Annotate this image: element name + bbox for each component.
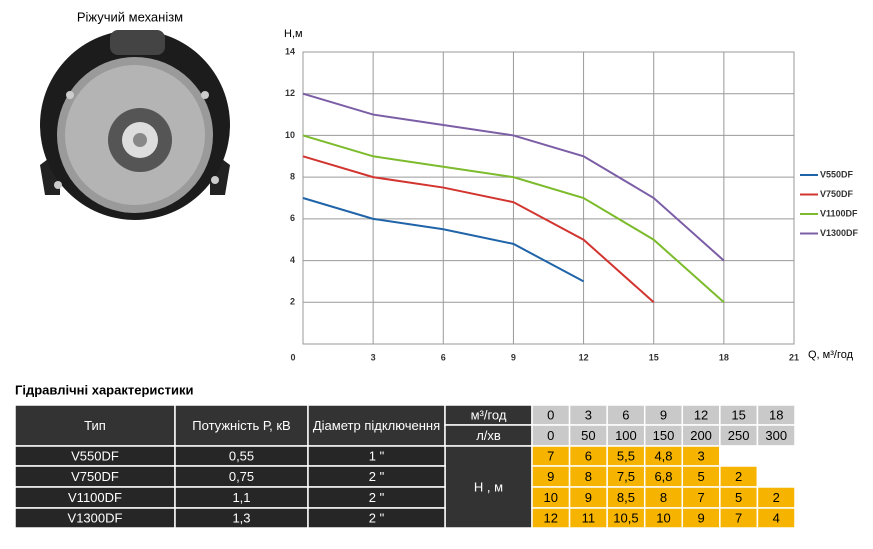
flow-cell: 3 (585, 407, 592, 422)
table-cell (756, 465, 796, 488)
row-cell: 2 " (369, 469, 385, 484)
head-cell: 4 (773, 510, 780, 525)
x-axis-label: Q, м³/год (808, 349, 854, 361)
x-tick-label: 3 (371, 352, 376, 362)
head-cell: 5,5 (617, 448, 635, 463)
row-cell: 2 " (369, 490, 385, 505)
series-line (302, 197, 585, 283)
head-cell: 10 (544, 490, 558, 505)
head-cell: 9 (697, 510, 704, 525)
head-cell: 6 (585, 448, 592, 463)
flow-cell: 0 (547, 428, 554, 443)
head-cell: 6,8 (654, 469, 672, 484)
head-cell: 12 (544, 510, 558, 525)
head-cell: 10,5 (613, 510, 638, 525)
head-cell: 5 (735, 490, 742, 505)
head-cell: 7 (547, 448, 554, 463)
series-line (302, 92, 725, 262)
flow-cell: 15 (731, 407, 745, 422)
y-tick-label: 10 (285, 130, 295, 140)
flow-cell: 250 (728, 428, 750, 443)
row-cell: 1 " (369, 448, 385, 463)
table-cell (719, 445, 759, 467)
head-cell: 7 (735, 510, 742, 525)
plot-area (302, 51, 795, 345)
row-cell: 2 " (369, 510, 385, 525)
table-title: Гідравлічні характеристики (15, 382, 193, 397)
y-tick-label: 12 (285, 88, 295, 98)
head-cell: 7 (697, 490, 704, 505)
row-cell: V750DF (71, 469, 119, 484)
y-tick-label: 14 (285, 46, 295, 56)
head-cell: 8 (585, 469, 592, 484)
head-cell: 11 (582, 510, 596, 525)
row-cell: 0,55 (229, 448, 254, 463)
legend-label: V1300DF (820, 228, 859, 238)
header-cell: Потужність Р, кВ (192, 418, 290, 433)
flow-cell: 100 (615, 428, 637, 443)
unit-cell: м³/год (471, 407, 507, 422)
y-tick-label: 4 (290, 255, 295, 265)
table-cell (14, 404, 176, 447)
flow-cell: 9 (660, 407, 667, 422)
header-cell: Тип (84, 418, 106, 433)
x-tick-label: 0 (290, 352, 295, 362)
x-tick-label: 15 (649, 352, 659, 362)
table-cell (756, 507, 796, 529)
head-cell: 4,8 (654, 448, 672, 463)
flow-cell: 0 (547, 407, 554, 422)
image-caption: Ріжучий механізм (77, 9, 183, 24)
unit-cell: H , м (474, 479, 503, 494)
head-cell: 3 (697, 448, 704, 463)
row-cell: 0,75 (229, 469, 254, 484)
x-tick-label: 18 (719, 352, 729, 362)
series-line (302, 134, 725, 304)
head-cell: 8 (660, 490, 667, 505)
y-tick-label: 2 (290, 297, 295, 307)
x-tick-label: 9 (511, 352, 516, 362)
product-image (40, 30, 230, 220)
unit-cell: л/хв (476, 428, 501, 443)
legend-label: V1100DF (820, 208, 858, 218)
x-tick-label: 12 (579, 352, 589, 362)
x-tick-label: 6 (441, 352, 446, 362)
row-cell: 1,3 (232, 510, 250, 525)
flow-cell: 6 (622, 407, 629, 422)
head-cell: 7,5 (617, 469, 635, 484)
table-cell (756, 445, 796, 467)
row-cell: V1100DF (68, 490, 122, 505)
series-line (302, 155, 655, 304)
table-cell (307, 404, 446, 447)
table: Гідравлічні характеристики Тип Потужність … (14, 382, 796, 529)
head-cell: 2 (735, 469, 742, 484)
table-cell (444, 445, 533, 529)
row-cell: 1,1 (232, 490, 250, 505)
flow-cell: 18 (769, 407, 783, 422)
legend-label: V750DF (820, 189, 854, 199)
flow-cell: 12 (694, 407, 708, 422)
head-cell: 8,5 (617, 490, 635, 505)
header-cell: Діаметр підключення (313, 418, 440, 433)
head-cell: 10 (656, 510, 670, 525)
table-cell (174, 404, 309, 447)
y-tick-label: 8 (290, 172, 295, 182)
y-axis-label: H,м (284, 28, 303, 40)
y-tick-label: 6 (290, 213, 295, 223)
head-cell: 9 (585, 490, 592, 505)
flow-cell: 150 (653, 428, 675, 443)
row-cell: V1300DF (68, 510, 123, 525)
head-cell: 5 (697, 469, 704, 484)
row-cell: V550DF (71, 448, 119, 463)
x-tick-label: 21 (789, 352, 799, 362)
flow-cell: 50 (581, 428, 595, 443)
legend-label: V550DF (820, 169, 854, 179)
flow-cell: 200 (690, 428, 712, 443)
flow-cell: 300 (765, 428, 787, 443)
table-cell (307, 507, 446, 529)
head-cell: 2 (773, 490, 780, 505)
head-cell: 9 (547, 469, 554, 484)
